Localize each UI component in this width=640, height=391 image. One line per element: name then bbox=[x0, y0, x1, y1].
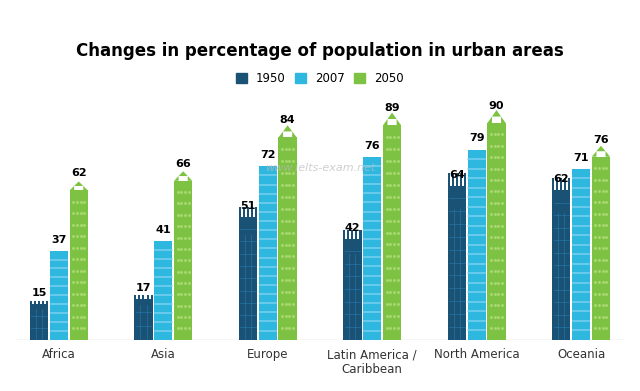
Bar bbox=[243, 207, 245, 217]
Bar bbox=[464, 173, 466, 186]
Bar bbox=[154, 241, 172, 340]
Bar bbox=[556, 178, 558, 190]
Bar bbox=[460, 173, 462, 186]
Bar bbox=[592, 157, 610, 340]
Text: 42: 42 bbox=[344, 222, 360, 233]
Text: 64: 64 bbox=[449, 170, 465, 179]
Text: 76: 76 bbox=[364, 141, 380, 151]
Text: 90: 90 bbox=[489, 101, 504, 111]
Bar bbox=[150, 296, 152, 299]
Bar bbox=[38, 301, 40, 303]
Bar bbox=[134, 299, 152, 340]
Bar bbox=[138, 296, 140, 299]
Text: 37: 37 bbox=[51, 235, 67, 245]
Bar bbox=[560, 178, 563, 190]
Bar bbox=[343, 239, 362, 340]
Bar bbox=[468, 149, 486, 340]
Polygon shape bbox=[174, 171, 192, 181]
Bar bbox=[134, 296, 136, 299]
Bar bbox=[343, 230, 345, 239]
Legend: 1950, 2007, 2050: 1950, 2007, 2050 bbox=[231, 68, 409, 90]
Bar bbox=[30, 303, 48, 340]
Text: 84: 84 bbox=[280, 115, 296, 126]
Bar bbox=[278, 138, 297, 340]
Text: 89: 89 bbox=[384, 103, 400, 113]
Text: www.ielts-exam.net: www.ielts-exam.net bbox=[265, 163, 375, 173]
Bar bbox=[34, 301, 36, 303]
Bar bbox=[383, 126, 401, 340]
Bar bbox=[259, 166, 277, 340]
Bar bbox=[174, 181, 192, 340]
Bar bbox=[255, 207, 257, 217]
Bar bbox=[239, 207, 241, 217]
Polygon shape bbox=[592, 146, 610, 157]
Text: 51: 51 bbox=[240, 201, 255, 211]
Polygon shape bbox=[383, 113, 401, 126]
Bar bbox=[70, 190, 88, 340]
Bar bbox=[247, 207, 249, 217]
Title: Changes in percentage of population in urban areas: Changes in percentage of population in u… bbox=[76, 42, 564, 60]
Bar bbox=[572, 169, 590, 340]
Bar bbox=[42, 301, 44, 303]
Text: 76: 76 bbox=[593, 135, 609, 145]
Text: 15: 15 bbox=[31, 287, 47, 298]
Bar bbox=[46, 301, 48, 303]
Bar bbox=[363, 157, 381, 340]
Text: 41: 41 bbox=[156, 225, 171, 235]
Bar bbox=[147, 296, 148, 299]
Text: 71: 71 bbox=[573, 153, 589, 163]
Polygon shape bbox=[70, 181, 88, 190]
Bar bbox=[355, 230, 358, 239]
Text: 62: 62 bbox=[71, 169, 86, 178]
Bar bbox=[251, 207, 253, 217]
Bar bbox=[448, 186, 466, 340]
Text: 72: 72 bbox=[260, 151, 276, 160]
Text: 66: 66 bbox=[175, 159, 191, 169]
Bar bbox=[452, 173, 454, 186]
Text: 17: 17 bbox=[136, 283, 151, 293]
Bar bbox=[30, 301, 32, 303]
Bar bbox=[564, 178, 566, 190]
Bar bbox=[50, 251, 68, 340]
Bar bbox=[448, 173, 450, 186]
Bar bbox=[348, 230, 349, 239]
Text: 62: 62 bbox=[554, 174, 569, 185]
Bar bbox=[456, 173, 458, 186]
Bar bbox=[360, 230, 362, 239]
Text: 79: 79 bbox=[469, 133, 484, 143]
Bar bbox=[143, 296, 145, 299]
Bar bbox=[552, 178, 554, 190]
Polygon shape bbox=[488, 110, 506, 123]
Polygon shape bbox=[278, 126, 297, 138]
Bar bbox=[351, 230, 353, 239]
Bar bbox=[239, 217, 257, 340]
Bar bbox=[488, 123, 506, 340]
Bar bbox=[568, 178, 570, 190]
Bar bbox=[552, 190, 570, 340]
